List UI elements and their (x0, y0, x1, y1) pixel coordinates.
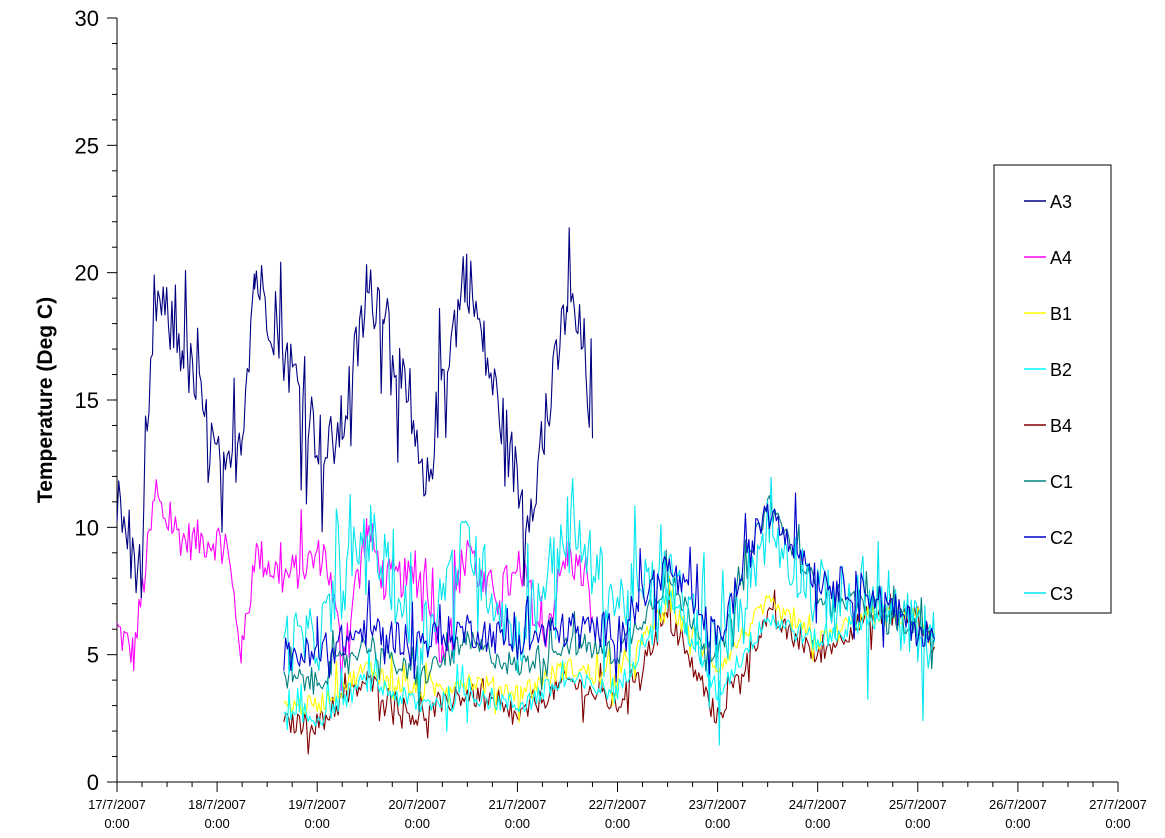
axes: 0 5 10 15 20 25 30 17/7/2007 0:00 18/7/2007 0:00 19… (75, 6, 1147, 831)
x-tick-label-date: 21/7/2007 (488, 797, 546, 812)
series-line-c3 (283, 476, 936, 746)
x-tick-label-date: 25/7/2007 (889, 797, 947, 812)
x-tick-label-date: 23/7/2007 (689, 797, 747, 812)
series-line-c2 (283, 492, 936, 683)
y-tick-label: 0 (87, 770, 99, 795)
y-tick-label: 5 (87, 643, 99, 668)
series-line-b4 (283, 588, 936, 755)
legend: A3 A4 B1 B2 B4 C1 C2 C3 (993, 164, 1112, 614)
series-line-c1 (283, 495, 935, 714)
series-line-a3 (116, 227, 594, 599)
legend-label-a3: A3 (1050, 192, 1072, 212)
y-tick-label: 25 (75, 133, 99, 158)
x-tick-label-time: 0:00 (1105, 816, 1130, 831)
x-tick-label-date: 17/7/2007 (88, 797, 146, 812)
x-tick-label-time: 0:00 (104, 816, 129, 831)
y-tick-label: 30 (75, 6, 99, 31)
series-line-a4 (116, 479, 594, 692)
x-tick-label-date: 26/7/2007 (989, 797, 1047, 812)
legend-label-a4: A4 (1050, 248, 1072, 268)
series-layer (116, 227, 936, 755)
y-tick-label: 10 (75, 515, 99, 540)
x-tick-label-time: 0:00 (805, 816, 830, 831)
legend-label-c2: C2 (1050, 528, 1073, 548)
x-tick-label-time: 0:00 (705, 816, 730, 831)
legend-box (993, 164, 1112, 614)
x-tick-label-time: 0:00 (305, 816, 330, 831)
legend-label-c1: C1 (1050, 472, 1073, 492)
x-tick-label-date: 27/7/2007 (1089, 797, 1147, 812)
x-tick-label-time: 0:00 (204, 816, 229, 831)
x-tick-label-time: 0:00 (905, 816, 930, 831)
y-tick-label: 20 (75, 261, 99, 286)
x-tick-label-date: 22/7/2007 (589, 797, 647, 812)
legend-label-c3: C3 (1050, 584, 1073, 604)
legend-label-b4: B4 (1050, 416, 1072, 436)
x-tick-label-date: 18/7/2007 (188, 797, 246, 812)
x-tick-label-date: 19/7/2007 (288, 797, 346, 812)
y-tick-label: 15 (75, 388, 99, 413)
legend-label-b2: B2 (1050, 360, 1072, 380)
legend-label-b1: B1 (1050, 304, 1072, 324)
x-tick-label-time: 0:00 (405, 816, 430, 831)
x-tick-label-time: 0:00 (605, 816, 630, 831)
x-tick-label-time: 0:00 (1005, 816, 1030, 831)
y-axis-title: Temperature (Deg C) (34, 297, 57, 503)
x-tick-label-time: 0:00 (505, 816, 530, 831)
x-tick-label-date: 20/7/2007 (388, 797, 446, 812)
x-tick-label-date: 24/7/2007 (789, 797, 847, 812)
